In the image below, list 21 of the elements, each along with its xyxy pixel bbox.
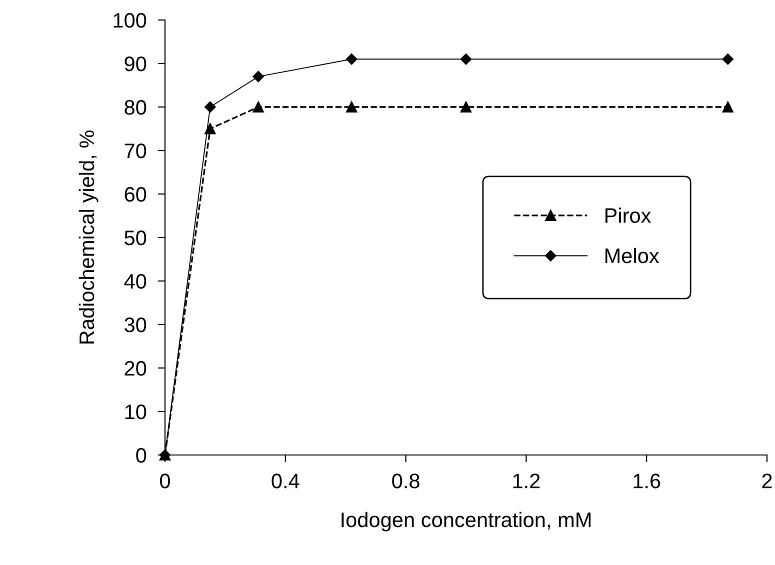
y-tick-label: 50: [124, 230, 146, 246]
y-tick-label: 80: [124, 100, 146, 115]
legend-label: Pirox: [605, 208, 652, 223]
y-axis-title: Radiochemical yield, %: [78, 130, 98, 344]
y-tick-label: 30: [124, 318, 146, 332]
x-axis-title: Iodogen concentration, mM: [342, 512, 591, 532]
y-tick-label: 70: [124, 144, 146, 158]
y-tick-label: 10: [125, 404, 146, 420]
x-tick-label: 0.8: [392, 474, 420, 488]
legend-label: Melox: [605, 248, 660, 264]
y-tick-label: 40: [124, 274, 146, 289]
y-tick-label: 0: [136, 448, 146, 463]
x-tick-label: 2: [762, 474, 772, 488]
x-tick-label: 0.4: [272, 474, 300, 488]
x-tick-label: 1.6: [634, 474, 660, 488]
y-tick-label: 100: [114, 13, 146, 28]
y-tick-label: 90: [124, 56, 146, 72]
x-tick-label: 1.2: [513, 474, 540, 488]
y-tick-label: 20: [124, 361, 146, 376]
y-tick-label: 60: [124, 187, 146, 202]
x-tick-label: 0: [160, 474, 170, 488]
